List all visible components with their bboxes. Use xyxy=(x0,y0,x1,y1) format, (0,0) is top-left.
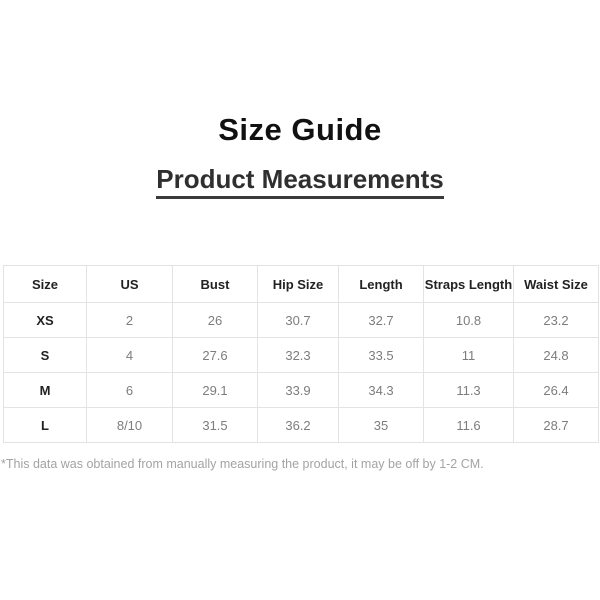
column-header-length: Length xyxy=(338,265,424,303)
column-header-straps-length: Straps Length xyxy=(423,265,514,303)
measurement-value: 26 xyxy=(172,302,258,338)
measurement-value: 36.2 xyxy=(257,407,339,443)
size-label: S xyxy=(3,337,87,373)
column-header-hip-size: Hip Size xyxy=(257,265,339,303)
measurement-value: 11.3 xyxy=(423,372,514,408)
measurement-value: 8/10 xyxy=(86,407,173,443)
measurement-value: 24.8 xyxy=(513,337,599,373)
measurement-value: 26.4 xyxy=(513,372,599,408)
table-row-m: M 6 29.1 33.9 34.3 11.3 26.4 xyxy=(3,372,599,408)
measurement-value: 29.1 xyxy=(172,372,258,408)
page-subtitle-text: Product Measurements xyxy=(156,164,444,199)
table-row-l: L 8/10 31.5 36.2 35 11.6 28.7 xyxy=(3,407,599,443)
measurement-value: 23.2 xyxy=(513,302,599,338)
measurement-value: 32.7 xyxy=(338,302,424,338)
measurement-value: 6 xyxy=(86,372,173,408)
size-label: XS xyxy=(3,302,87,338)
measurement-value: 35 xyxy=(338,407,424,443)
measurement-value: 11 xyxy=(423,337,514,373)
measurement-value: 33.9 xyxy=(257,372,339,408)
measurement-value: 2 xyxy=(86,302,173,338)
measurement-value: 27.6 xyxy=(172,337,258,373)
measurement-disclaimer: *This data was obtained from manually me… xyxy=(1,457,484,471)
column-header-us: US xyxy=(86,265,173,303)
measurement-value: 28.7 xyxy=(513,407,599,443)
page-title: Size Guide xyxy=(218,112,382,147)
column-header-bust: Bust xyxy=(172,265,258,303)
measurement-value: 34.3 xyxy=(338,372,424,408)
measurement-value: 31.5 xyxy=(172,407,258,443)
table-row-s: S 4 27.6 32.3 33.5 11 24.8 xyxy=(3,337,599,373)
table-row-xs: XS 2 26 30.7 32.7 10.8 23.2 xyxy=(3,302,599,338)
measurement-value: 10.8 xyxy=(423,302,514,338)
column-header-waist-size: Waist Size xyxy=(513,265,599,303)
size-label: M xyxy=(3,372,87,408)
size-label: L xyxy=(3,407,87,443)
measurements-table: Size US Bust Hip Size Length Straps Length Wai… xyxy=(3,265,599,443)
page-subtitle: Product Measurements xyxy=(0,164,600,199)
column-header-size: Size xyxy=(3,265,87,303)
measurement-value: 30.7 xyxy=(257,302,339,338)
measurement-value: 11.6 xyxy=(423,407,514,443)
measurement-value: 32.3 xyxy=(257,337,339,373)
measurements-table-container: Size US Bust Hip Size Length Straps Length Wai… xyxy=(3,265,599,443)
measurement-value: 33.5 xyxy=(338,337,424,373)
table-header-row: Size US Bust Hip Size Length Straps Length Wai… xyxy=(3,265,599,303)
measurement-value: 4 xyxy=(86,337,173,373)
